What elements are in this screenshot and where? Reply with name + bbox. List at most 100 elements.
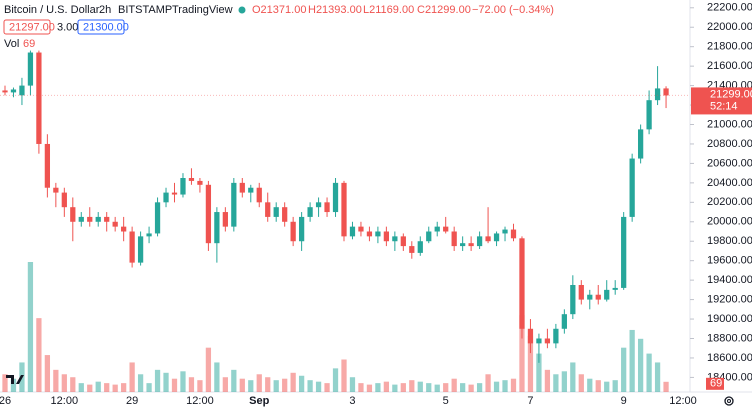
volume-bar bbox=[527, 335, 534, 392]
y-tick-label: 19600.00 bbox=[707, 255, 752, 267]
candle-body bbox=[621, 216, 627, 288]
volume-bar bbox=[146, 383, 152, 392]
candle-body bbox=[265, 202, 271, 217]
volume-bar bbox=[366, 384, 373, 392]
candle-body bbox=[646, 100, 652, 130]
volume-bar bbox=[621, 347, 627, 392]
volume-bar bbox=[171, 378, 178, 392]
candle-body bbox=[502, 229, 508, 234]
candle-body bbox=[273, 207, 279, 217]
logo-shape[interactable] bbox=[6, 375, 24, 384]
ohlc-open: O21371.00 bbox=[252, 4, 306, 16]
volume-bar bbox=[468, 384, 474, 392]
ask[interactable]: 21300.00 bbox=[83, 21, 129, 33]
candle-body bbox=[434, 226, 440, 232]
countdown: 52:14 bbox=[710, 100, 738, 112]
candle-body bbox=[349, 226, 356, 237]
volume-bar bbox=[646, 353, 652, 392]
volume-bar bbox=[654, 362, 661, 392]
candle-body bbox=[409, 246, 415, 253]
candle-body bbox=[307, 207, 313, 217]
candle-body bbox=[476, 236, 483, 247]
volume-bar bbox=[629, 329, 635, 392]
candle-body bbox=[2, 90, 8, 93]
volume-bar bbox=[61, 374, 67, 392]
volume-bar bbox=[205, 347, 212, 392]
volume-bar bbox=[604, 381, 610, 392]
status-dot bbox=[238, 6, 246, 14]
candle-body bbox=[629, 158, 635, 217]
candle-body bbox=[95, 216, 101, 222]
candle-body bbox=[104, 216, 110, 222]
volume-bar bbox=[476, 383, 483, 392]
candle-body bbox=[19, 85, 25, 96]
y-tick-label: 20200.00 bbox=[707, 196, 752, 208]
volume-bar bbox=[417, 381, 423, 392]
symbol-title[interactable]: Bitcoin / U.S. Dollar bbox=[4, 4, 100, 16]
volume-bar bbox=[78, 383, 84, 392]
candle-body bbox=[417, 241, 423, 253]
volume-bar bbox=[637, 338, 644, 392]
volume-bar bbox=[315, 381, 322, 392]
volume-bar bbox=[104, 383, 110, 392]
exchange: BITSTAMP bbox=[118, 4, 172, 16]
y-tick-label: 20400.00 bbox=[707, 177, 752, 189]
volume-bar bbox=[400, 383, 406, 392]
candle-body bbox=[78, 216, 84, 222]
bid[interactable]: 21297.00 bbox=[9, 21, 55, 33]
x-tick-label: 3 bbox=[349, 395, 355, 407]
gear[interactable] bbox=[724, 396, 734, 406]
gear-hole[interactable] bbox=[727, 399, 731, 403]
volume-bar bbox=[383, 381, 390, 392]
settings-icon[interactable] bbox=[724, 396, 734, 406]
candle-body bbox=[341, 182, 347, 237]
candle-body bbox=[519, 238, 525, 329]
candle-body bbox=[239, 182, 245, 193]
candle-body bbox=[366, 231, 373, 237]
interval[interactable]: 2h bbox=[99, 4, 111, 16]
candle-body bbox=[205, 184, 212, 244]
y-tick-label: 21800.00 bbox=[707, 41, 752, 53]
y-tick-label: 19200.00 bbox=[707, 293, 752, 305]
volume-bar bbox=[578, 374, 584, 392]
volume-bar bbox=[197, 380, 203, 392]
candle-body bbox=[298, 216, 305, 242]
candle-body bbox=[536, 338, 542, 344]
last-volume-tag bbox=[706, 377, 724, 390]
volume-bar bbox=[409, 380, 415, 392]
vol-value: 69 bbox=[23, 38, 35, 50]
candle-body bbox=[121, 226, 127, 232]
volume-bar bbox=[510, 378, 517, 392]
candle-body bbox=[197, 180, 203, 185]
y-tick-label: 18600.00 bbox=[707, 352, 752, 364]
candle-body bbox=[637, 129, 644, 159]
volume-bar bbox=[570, 362, 576, 392]
ohlc-low: L21169.00 bbox=[363, 4, 414, 16]
candle-body bbox=[510, 229, 517, 239]
volume-bar bbox=[248, 380, 254, 392]
volume-bar bbox=[595, 380, 601, 392]
volume-bar bbox=[392, 384, 398, 392]
candle-body bbox=[87, 216, 93, 222]
volume-bar bbox=[443, 383, 449, 392]
legend: Bitcoin / U.S. Dollar 2h BITSTAMP Tradin… bbox=[3, 4, 554, 50]
y-tick-label: 22000.00 bbox=[707, 21, 752, 33]
ask-box[interactable] bbox=[77, 19, 125, 35]
candle-body bbox=[400, 236, 406, 247]
volume-bar bbox=[231, 369, 237, 392]
x-tick-label: 12:00 bbox=[669, 395, 697, 407]
volume-bar bbox=[53, 369, 59, 392]
candle-body bbox=[137, 236, 144, 263]
tradingview-logo[interactable] bbox=[6, 375, 24, 384]
y-tick-label: 20000.00 bbox=[707, 216, 752, 228]
y-tick-label: 21000.00 bbox=[707, 118, 752, 130]
candle-body bbox=[570, 285, 576, 315]
volume-bar bbox=[2, 374, 8, 392]
x-tick-label: 5 bbox=[443, 395, 449, 407]
volume-bar bbox=[332, 368, 339, 392]
bid-box[interactable] bbox=[3, 19, 51, 35]
candle-body bbox=[248, 187, 254, 193]
volume-bar bbox=[307, 380, 313, 392]
volume-bar bbox=[493, 381, 500, 392]
